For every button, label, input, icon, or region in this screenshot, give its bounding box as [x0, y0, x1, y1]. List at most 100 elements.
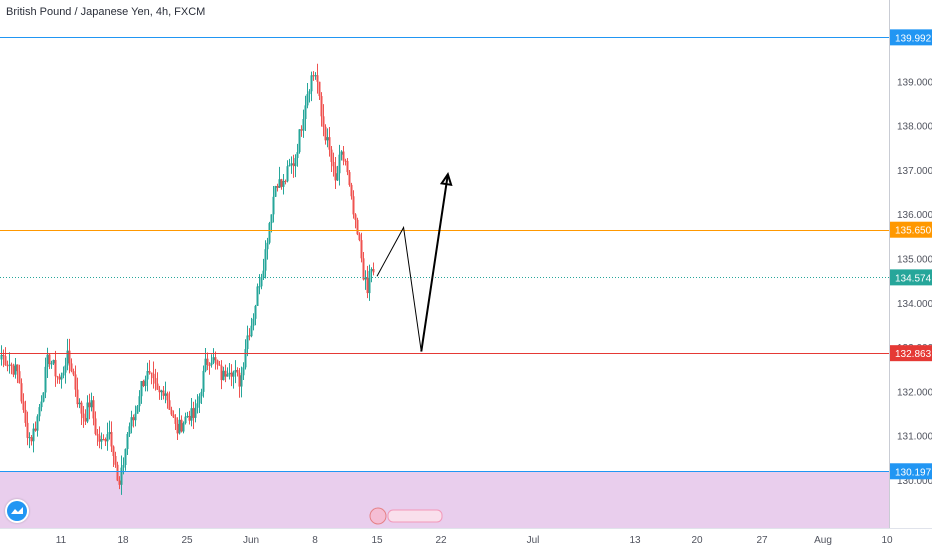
candle-body — [132, 417, 135, 421]
candle — [210, 354, 213, 368]
candle-body — [266, 242, 269, 250]
candle-body — [176, 423, 179, 434]
candle — [258, 274, 261, 295]
candle — [294, 154, 297, 178]
candle — [310, 71, 313, 102]
candle-body — [42, 392, 45, 402]
candle — [118, 476, 121, 490]
candle — [74, 365, 77, 397]
candle-body — [24, 409, 27, 423]
candle-body — [54, 359, 57, 377]
candle — [134, 405, 137, 427]
candle-body — [306, 94, 309, 106]
candle — [274, 185, 277, 198]
candle — [186, 411, 189, 418]
candle-body — [128, 426, 131, 434]
candle — [366, 265, 369, 299]
candle — [112, 445, 115, 468]
candle — [358, 232, 361, 242]
candle — [320, 92, 323, 127]
candle-body — [22, 401, 25, 410]
candle — [40, 395, 43, 412]
candle-body — [84, 418, 87, 422]
candle-body — [274, 185, 277, 197]
candle-body — [144, 379, 147, 387]
candle-body — [16, 364, 19, 372]
candle-body — [288, 165, 291, 167]
tradingview-logo-icon[interactable] — [5, 499, 29, 523]
y-tick-label: 138.000 — [897, 122, 932, 133]
candle — [4, 347, 7, 366]
candle — [304, 95, 307, 132]
candle-body — [364, 277, 367, 280]
candle-body — [286, 166, 289, 182]
candle — [334, 156, 337, 189]
candle-body — [56, 376, 59, 378]
price-label-box — [890, 221, 932, 238]
candle-body — [2, 355, 5, 357]
candle — [286, 160, 289, 183]
candle-body — [40, 401, 43, 408]
candle-body — [192, 408, 195, 418]
candle — [44, 357, 47, 399]
candle-body — [156, 383, 159, 390]
price-label-box — [890, 29, 932, 46]
candle — [222, 366, 225, 381]
time-scale[interactable]: 11 18 25 Jun 8 15 22 Jul 13 20 27 Aug 10 — [56, 535, 893, 546]
candle — [76, 377, 79, 408]
candle — [316, 63, 319, 94]
candle — [146, 362, 149, 392]
candle-body — [346, 161, 349, 173]
candle-body — [280, 179, 283, 187]
candle-body — [322, 116, 325, 127]
candle-body — [96, 433, 99, 436]
y-tick-label: 137.000 — [897, 166, 932, 177]
price-scale[interactable]: 139.000 138.000 137.000 136.000 135.000 134.0… — [890, 29, 932, 487]
candle-body — [116, 464, 119, 481]
candle-body — [370, 269, 373, 271]
candle — [260, 273, 263, 290]
candle-body — [148, 371, 151, 373]
candle — [250, 317, 253, 338]
candle — [100, 432, 103, 450]
candle — [350, 182, 353, 200]
candle — [296, 143, 299, 167]
candle — [34, 421, 37, 432]
candle-body — [330, 149, 333, 162]
candle — [92, 396, 95, 426]
candle-body — [94, 418, 97, 434]
price-label-box — [890, 463, 932, 480]
projection-arrow[interactable] — [420, 174, 449, 352]
candle-body — [14, 364, 17, 375]
candle — [8, 352, 11, 374]
candle — [268, 221, 271, 245]
candle-body — [320, 96, 323, 117]
y-tick-label: 135.000 — [897, 255, 932, 266]
candle — [188, 410, 191, 425]
candle — [94, 411, 97, 436]
horizontal-lines[interactable] — [0, 37, 889, 472]
candle — [170, 406, 173, 416]
candle-body — [268, 223, 271, 243]
x-tick-label: 18 — [117, 535, 129, 546]
candle — [16, 364, 19, 384]
candle-body — [312, 75, 315, 77]
candle — [56, 375, 59, 384]
price-label-box — [890, 345, 932, 362]
candle — [110, 421, 113, 452]
candle-body — [166, 393, 169, 401]
candle-body — [360, 240, 363, 259]
projection-path[interactable] — [376, 225, 422, 352]
candle — [212, 348, 215, 365]
candle — [314, 72, 317, 80]
candle-body — [254, 305, 257, 319]
candle — [270, 214, 273, 233]
candle — [206, 352, 209, 371]
candle — [142, 379, 145, 388]
support-zone[interactable] — [0, 471, 889, 528]
candle — [148, 360, 151, 375]
candle — [202, 365, 205, 398]
candle-body — [104, 439, 107, 442]
candle — [298, 129, 301, 154]
